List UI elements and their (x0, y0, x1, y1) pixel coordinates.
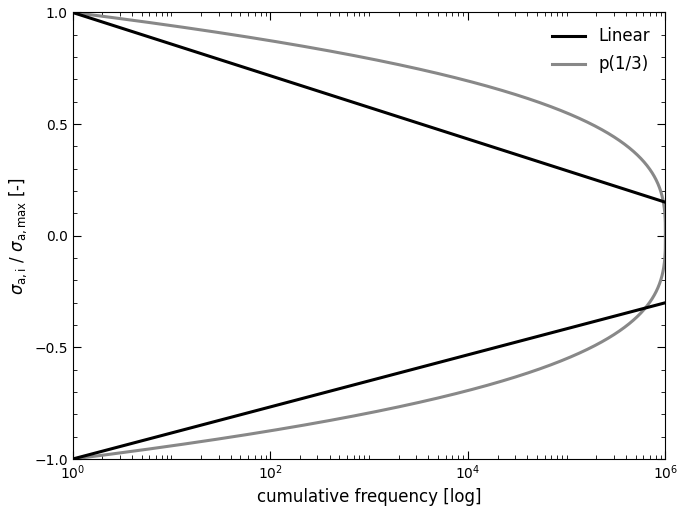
Linear (661, 199, 669, 205)
Y-axis label: $\sigma_\mathrm{a,i}$ / $\sigma_\mathrm{a,max}$ [-]: $\sigma_\mathrm{a,i}$ / $\sigma_\mathrm{… (7, 177, 29, 294)
p(1/3) (556, 107, 564, 113)
Linear (511, 151, 519, 157)
Linear (556, 165, 564, 171)
Linear (295, 82, 303, 88)
p(1/3) (176, 24, 184, 30)
p(1/3) (511, 91, 519, 97)
p(1/3) (661, 233, 669, 239)
p(1/3) (424, 68, 432, 74)
Linear (424, 123, 432, 129)
X-axis label: cumulative frequency [log]: cumulative frequency [log] (257, 488, 482, 506)
Linear (176, 44, 184, 50)
Line: Linear: Linear (73, 12, 665, 202)
Line: p(1/3): p(1/3) (73, 12, 665, 236)
Linear (68, 9, 77, 15)
p(1/3) (68, 9, 77, 15)
p(1/3) (454, 75, 462, 82)
Legend: Linear, p(1/3): Linear, p(1/3) (545, 21, 657, 80)
Linear (454, 133, 462, 139)
p(1/3) (295, 43, 303, 49)
